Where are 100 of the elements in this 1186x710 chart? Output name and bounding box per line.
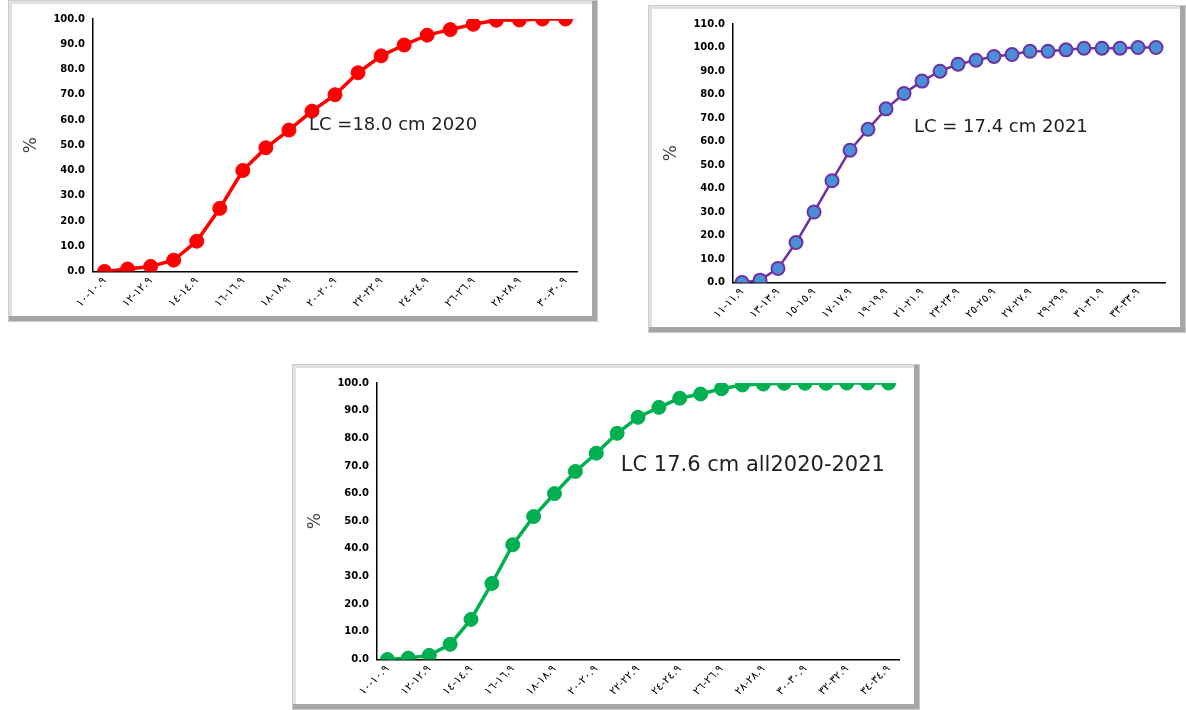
point: [1130, 40, 1146, 55]
x-tick-label: ١١.٩-١١: [710, 285, 747, 321]
point: [878, 101, 894, 117]
point: [1076, 40, 1092, 56]
x-tick-label: ١٢.٩-١٢: [119, 274, 155, 310]
point: [258, 140, 274, 156]
y-axis-title: %: [659, 145, 680, 162]
x-tick-label: ٣١.٩-٣١: [1070, 285, 1107, 321]
point: [421, 647, 437, 660]
point: [824, 173, 840, 189]
y-tick-label: 60.0: [344, 487, 370, 499]
x-tick-label: ١٣.٩-١٣: [746, 285, 783, 321]
x-tick-label: ٢٢.٩-٢٢: [349, 274, 386, 310]
y-tick-label: 80.0: [700, 88, 726, 100]
point: [143, 258, 159, 272]
point: [505, 537, 521, 553]
point: [350, 65, 366, 81]
point: [1058, 42, 1074, 58]
y-tick-label: 80.0: [344, 431, 370, 443]
x-tick-label: ١٤.٩-١٤: [165, 274, 201, 310]
point: [281, 122, 297, 138]
point: [914, 73, 930, 89]
annotation: LC 17.6 cm all2020-2021: [620, 452, 885, 477]
y-tick-label: 0.0: [707, 276, 726, 288]
point: [932, 63, 948, 79]
y-tick-label: 50.0: [700, 158, 726, 170]
x-tick-label: ١٢.٩-١٢: [397, 662, 434, 698]
y-tick-label: 60.0: [60, 113, 86, 125]
x-tick-label: ٢٥.٩-٢٥: [962, 285, 999, 321]
x-tick-label: ٢٨.٩-٢٨: [488, 274, 524, 310]
point: [896, 86, 912, 102]
x-tick-label: ١٠.٩-١٠: [356, 662, 392, 698]
annotation: LC = 17.4 cm 2021: [913, 115, 1088, 137]
y-tick-label: 20.0: [344, 597, 370, 609]
point: [1022, 43, 1038, 59]
point: [567, 463, 583, 479]
point: [463, 611, 479, 627]
x-tick-label: ٢٦.٩-٢٦: [442, 274, 478, 310]
y-tick-label: 50.0: [60, 138, 86, 150]
y-axis-title: %: [303, 513, 324, 530]
x-tick-label: ٢٧.٩-٢٧: [998, 285, 1035, 321]
y-tick-label: 0.0: [351, 653, 370, 665]
point: [442, 636, 458, 652]
y-tick-label: 100.0: [53, 12, 86, 24]
point: [842, 142, 858, 158]
y-tick-label: 100.0: [337, 376, 370, 388]
x-tick-label: ١٦.٩-١٦: [211, 274, 248, 310]
x-tick-label: ٢١.٩-٢١: [890, 285, 927, 321]
point: [986, 48, 1002, 64]
x-tick-label: ١٠.٩-١٠: [73, 274, 109, 310]
y-tick-label: 30.0: [700, 205, 726, 217]
point: [212, 200, 228, 216]
point: [189, 233, 205, 249]
x-tick-label: ٣٠.٩-٣٠: [773, 662, 810, 698]
y-tick-label: 30.0: [344, 570, 370, 582]
y-tick-label: 30.0: [60, 189, 86, 201]
x-tick-label: ٢٨.٩-٢٨: [732, 662, 768, 698]
y-tick-label: 70.0: [700, 111, 726, 123]
y-tick-label: 110.0: [693, 17, 726, 29]
x-tick-label: ٢٣.٩-٢٣: [926, 285, 963, 321]
y-tick-label: 20.0: [60, 214, 86, 226]
x-tick-label: ٢٤.٩-٢٤: [395, 274, 432, 310]
x-tick-label: ٢٠.٩-٢٠: [303, 274, 340, 310]
y-tick-label: 40.0: [700, 182, 726, 194]
annotation: LC =18.0 cm 2020: [309, 112, 478, 134]
y-tick-label: 10.0: [60, 239, 86, 251]
point: [396, 37, 412, 53]
y-tick-label: 70.0: [344, 459, 370, 471]
x-tick-label: ١٨.٩-١٨: [257, 274, 294, 310]
point: [950, 56, 966, 72]
x-tick-label: ٢٠.٩-٢٠: [565, 662, 601, 698]
x-tick-label: ٣٢.٩-٣٢: [815, 662, 851, 698]
point: [860, 121, 876, 137]
x-tick-label: ٣٣.٩-٣٣: [1106, 285, 1143, 321]
x-tick-label: ١٤.٩-١٤: [439, 662, 476, 698]
y-tick-label: 40.0: [344, 542, 370, 554]
point: [806, 204, 822, 220]
point: [968, 52, 984, 68]
y-tick-label: 90.0: [60, 37, 86, 49]
y-tick-label: 90.0: [344, 404, 370, 416]
y-tick-label: 80.0: [60, 63, 86, 75]
y-tick-label: 0.0: [67, 265, 86, 277]
point: [714, 383, 730, 397]
point: [1094, 40, 1110, 56]
y-axis-title: %: [19, 137, 40, 154]
point: [547, 486, 562, 502]
point: [1040, 43, 1056, 59]
x-tick-label: ٣٤.٩-٣٤: [857, 662, 893, 698]
y-tick-label: 60.0: [700, 135, 726, 147]
x-tick-label: ٢٤.٩-٢٤: [648, 662, 684, 698]
point: [304, 103, 320, 119]
y-tick-label: 100.0: [693, 41, 726, 53]
point: [442, 22, 458, 38]
point: [166, 252, 182, 268]
point: [419, 27, 435, 43]
x-tick-label: ٢٩.٩-٢٩: [1034, 285, 1071, 321]
y-tick-label: 10.0: [344, 625, 370, 637]
x-tick-label: ١٥.٩-١٥: [782, 285, 819, 321]
y-tick-label: 10.0: [700, 252, 726, 264]
x-tick-label: ١٦.٩-١٦: [481, 662, 517, 698]
